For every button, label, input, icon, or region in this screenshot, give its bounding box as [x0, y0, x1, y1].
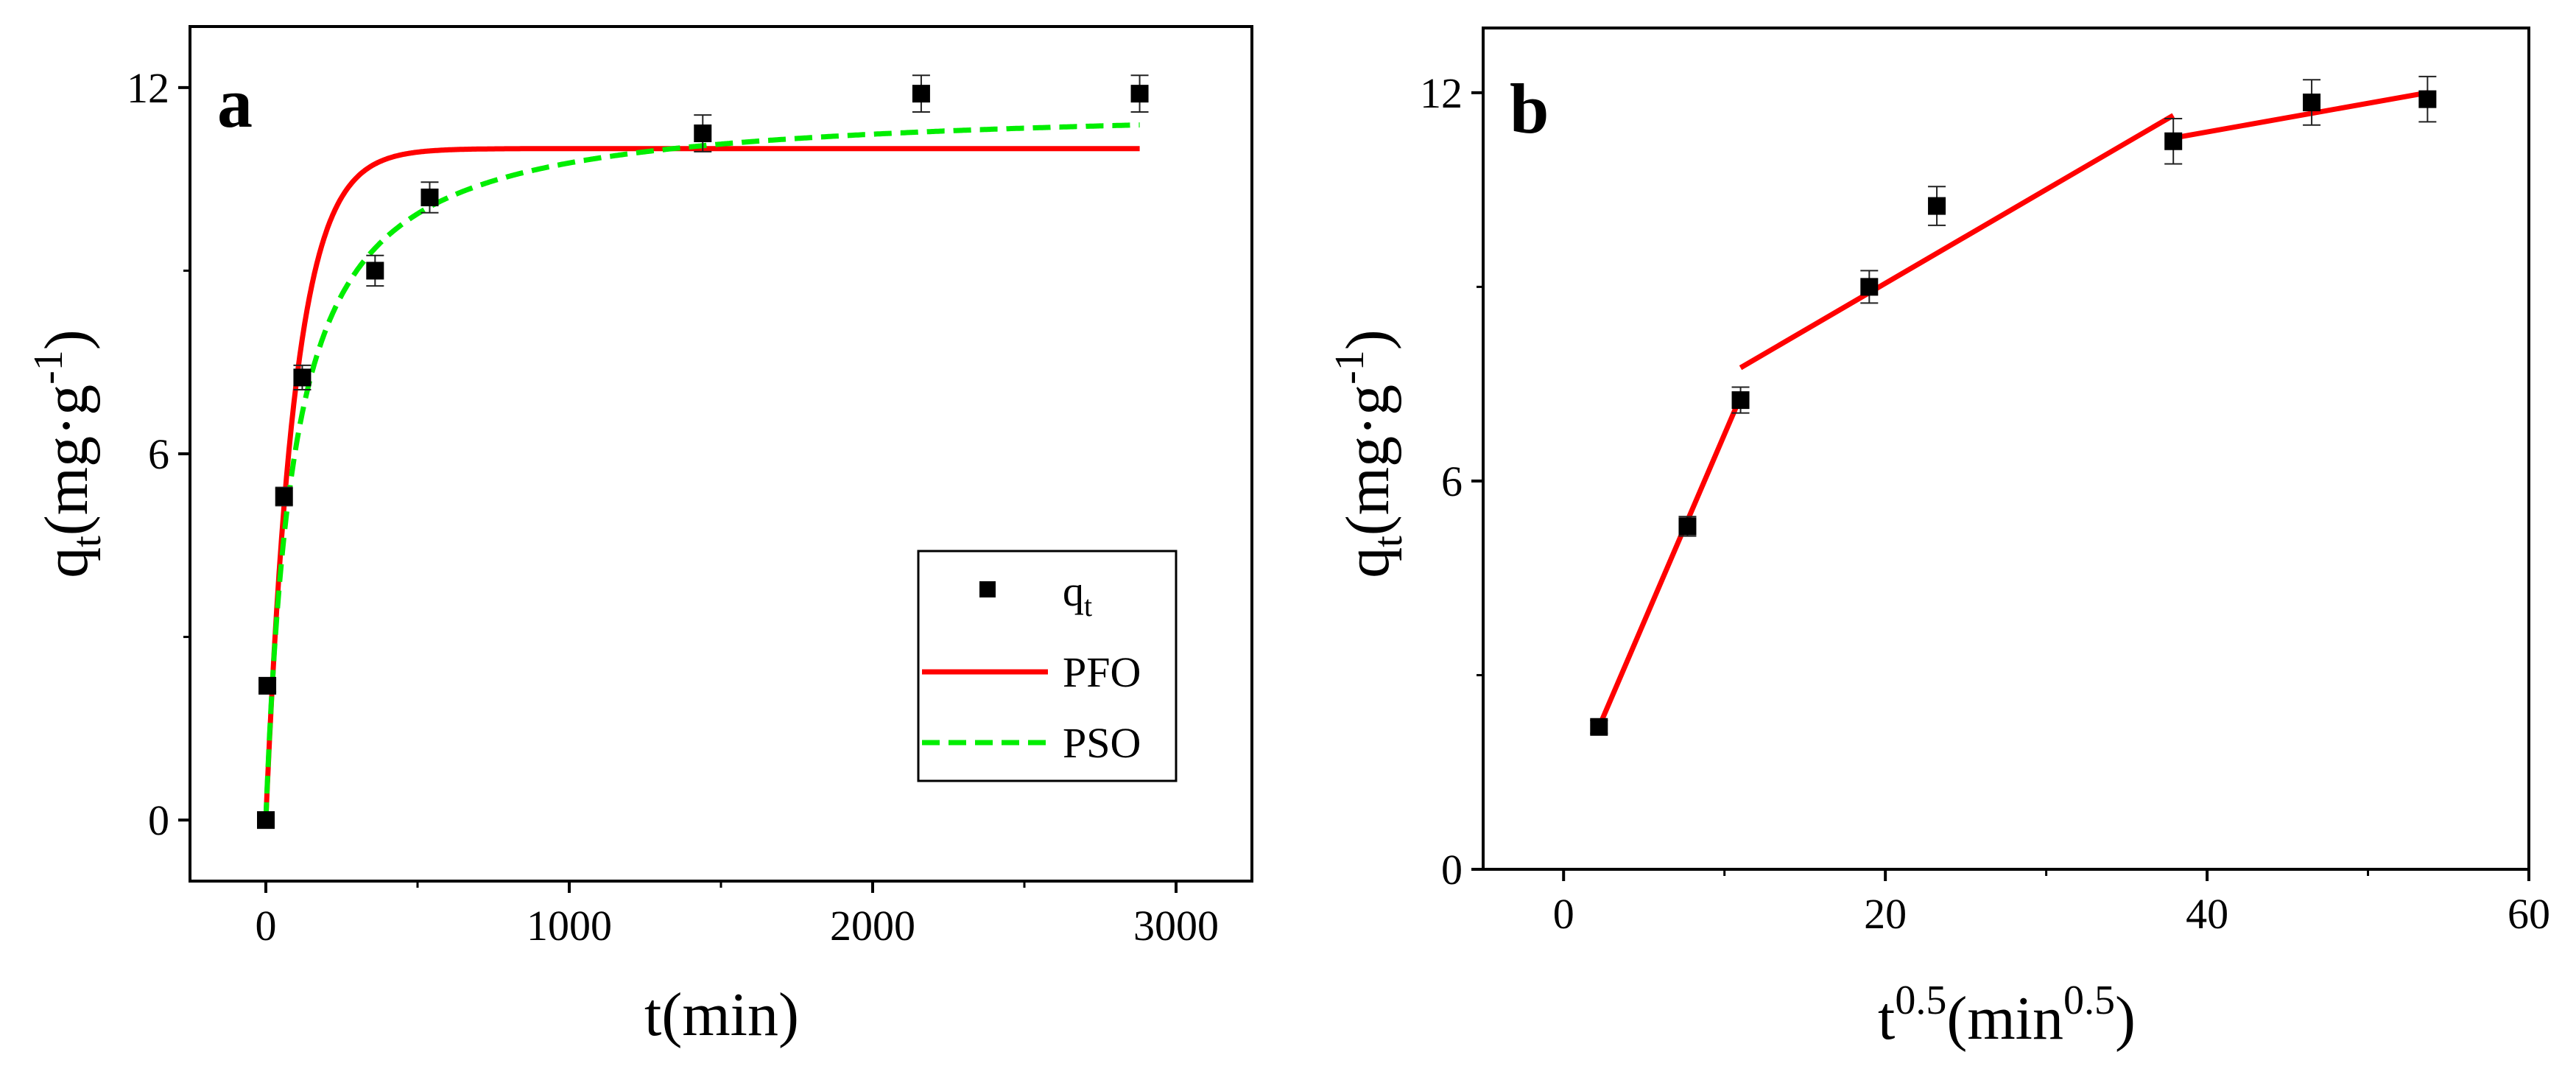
data-point [275, 488, 293, 505]
data-point [1678, 517, 1697, 536]
data-point [257, 811, 275, 830]
panel-b: 0 20 40 60 0 6 12 b t0.5(min0.5) qt(mg·g-1) [1327, 27, 2550, 1053]
panel-b-xlabel: t0.5(min0.5) [1878, 978, 2136, 1053]
legend: qt PFO PSO [917, 550, 1178, 782]
x-tick-label: 1000 [527, 902, 612, 950]
y-tick-label: 6 [1441, 457, 1463, 505]
legend-label-qt: qt [1063, 567, 1092, 623]
y-tick-label: 0 [148, 796, 169, 844]
legend-marker-qt [979, 581, 996, 597]
y-tick-label: 6 [148, 430, 169, 478]
panel-b-ylabel: qt(mg·g-1) [1327, 329, 1411, 578]
data-point [2164, 132, 2183, 150]
x-tick-label: 60 [2508, 890, 2550, 938]
legend-label-pfo: PFO [1063, 648, 1141, 696]
fit-line-stage-2 [1739, 113, 2175, 371]
data-point [366, 262, 384, 280]
x-tick-label: 20 [1864, 890, 1907, 938]
x-tick-label: 0 [256, 902, 277, 950]
data-point [258, 676, 277, 695]
x-tick-label: 2000 [830, 902, 915, 950]
legend-label-pso: PSO [1063, 719, 1141, 767]
data-point [2303, 94, 2321, 112]
y-tick-label: 12 [127, 64, 169, 112]
data-point [1731, 391, 1750, 410]
panel-a-letter: a [217, 63, 253, 142]
data-point [420, 189, 439, 206]
panel-b-frame [1482, 27, 2530, 871]
panel-a-xlabel: t(min) [644, 981, 799, 1049]
data-point [293, 368, 312, 387]
y-tick-label: 0 [1441, 846, 1463, 894]
y-tick-label: 12 [1420, 69, 1463, 117]
x-tick-label: 0 [1553, 890, 1574, 938]
x-tick-label: 3000 [1133, 902, 1219, 950]
data-point [1860, 278, 1879, 296]
data-point [694, 125, 712, 142]
panel-b-letter: b [1510, 69, 1549, 148]
data-point [912, 85, 930, 103]
fit-line-stage-3 [2172, 90, 2429, 141]
panel-a-ylabel: qt(mg·g-1) [26, 329, 110, 578]
data-point [1928, 197, 1946, 215]
fit-line-stage-1 [1597, 396, 1743, 729]
data-point [1130, 85, 1149, 103]
data-point [1590, 718, 1608, 736]
x-tick-label: 40 [2186, 890, 2228, 938]
panel-a: 0 1000 2000 3000 0 6 12 a qt PFO PSO t(min) qt… [26, 25, 1253, 1049]
data-point [2418, 90, 2437, 108]
